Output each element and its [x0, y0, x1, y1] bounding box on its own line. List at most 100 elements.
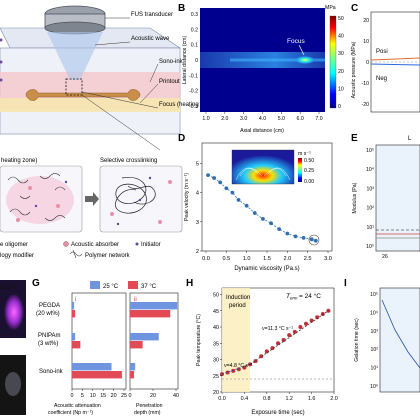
g-ii-xlabel: Penetration depth (mm)	[134, 403, 164, 416]
d-y-tick-label: 3	[196, 220, 199, 226]
b-colorbar-ticks: 50 40 30 20 10 0	[338, 16, 344, 110]
b-y-tick-label: -0.3	[189, 104, 198, 110]
d-data-point	[224, 186, 229, 191]
b-y-tick-label: 0.2	[191, 27, 198, 33]
i-ylabel: Gelation time (sec)	[354, 318, 360, 362]
panel-g: G 25 °C 37 °C i 0 5 10 15 20 25 PEGDA (20 wt%…	[32, 278, 179, 416]
g-ii-roman: ii	[134, 297, 137, 303]
bar-25c	[72, 333, 76, 341]
callout-lines	[81, 17, 161, 151]
panel-letter-g: G	[32, 278, 40, 289]
bar-25c	[130, 333, 159, 341]
panel-e: E L 10⁵ 10⁴ 10³ 10² 10¹ 10⁰ Modulus (Pa) 26	[351, 133, 420, 260]
d-y-tick-label: 4	[196, 191, 199, 197]
panel-a-schematic: FUS transducer Acoustic wave Sono-ink Pr…	[0, 5, 215, 259]
d-xlabel: Dynamic viscosity (Pa.s)	[234, 266, 299, 272]
h-y-tick-label: 40	[213, 325, 219, 331]
c-label-posi: Posi	[376, 49, 388, 55]
bar-x-tick-label: 5	[81, 393, 84, 399]
h-x-tick-label: 0.0	[218, 396, 226, 402]
label-sono-ink: Sono-ink	[159, 59, 184, 65]
d-fit-curve	[207, 174, 316, 242]
e-y-tick-label: 10⁴	[366, 167, 374, 173]
h-y-ticks: 20 25 30 35 40 45 50	[213, 293, 222, 396]
b-focus-label: Focus	[287, 38, 305, 45]
bar-x-tick-label: 10	[90, 393, 96, 399]
label-focus: Focus (heating zone)	[159, 102, 215, 108]
d-data-point	[313, 238, 318, 243]
c-positive-curve	[370, 57, 420, 61]
label-fus-transducer: FUS transducer	[131, 12, 173, 18]
polymer-network	[115, 176, 156, 214]
d-x-tick-label: 2.0	[283, 256, 291, 262]
b-colorbar-tick: 20	[338, 69, 344, 75]
h-y-tick-label: 45	[213, 309, 219, 315]
i-y-tick-label: 10¹	[371, 366, 379, 372]
e-y-tick-label: 10⁵	[366, 148, 374, 154]
h-y-tick-label: 30	[213, 358, 219, 364]
b-y-ticks: 0.3 0.2 0.1 0 -0.1 -0.2 -0.3	[189, 12, 198, 110]
d-data-point	[261, 216, 265, 221]
h-data-point	[270, 346, 275, 351]
h-data-point	[304, 321, 308, 326]
e-y-ticks: 10⁵ 10⁴ 10³ 10² 10¹ 10⁰	[366, 148, 374, 250]
bar-25c	[130, 363, 136, 371]
c-y-tick-label: -20	[362, 102, 370, 108]
c-y-tick-label: 10	[363, 39, 369, 45]
h-x-tick-label: 1.2	[285, 396, 293, 402]
d-y-ticks: 2 3 4 5	[196, 161, 202, 255]
d-inset-tick-0: 0.50	[304, 158, 314, 164]
h-slope-2: ν=11.3 °C s⁻¹	[262, 326, 293, 332]
panel-letter-c: C	[351, 3, 358, 14]
d-inset	[231, 149, 295, 185]
initiator-icon	[135, 242, 139, 246]
legend-network: Polymer network	[85, 253, 131, 259]
h-data-point	[287, 333, 292, 338]
polymer-network-icon	[69, 249, 83, 259]
c-y-tick-label: 0	[366, 60, 369, 66]
h-ylabel: Peak temperature (°C)	[196, 314, 202, 366]
h-fit-line-2	[249, 310, 329, 365]
e-x-tick: 26	[382, 254, 388, 260]
g-legend-swatch-25	[90, 281, 100, 289]
legend-initiator: Initiator	[141, 242, 161, 248]
g-i-roman: i	[75, 297, 76, 303]
i-y-tick-label: 10⁴	[370, 310, 378, 316]
d-y-tick-label: 2	[196, 249, 199, 255]
d-data-point	[206, 173, 210, 178]
b-y-tick-label: -0.1	[189, 73, 198, 79]
g-i-bars	[72, 302, 122, 379]
h-induction-label-1: Induction	[226, 295, 250, 301]
h-data-point	[281, 338, 286, 342]
b-focus-arrow	[298, 44, 305, 56]
i-y-ticks: 10⁵ 10⁴ 10³ 10² 10¹ 10⁰	[370, 292, 378, 390]
d-data-point	[269, 221, 273, 226]
h-data-point	[320, 312, 325, 316]
h-y-tick-label: 35	[213, 341, 219, 347]
i-plot-frame	[379, 287, 420, 393]
g-i-x-ticks: 0 5 10 15 20 25	[71, 389, 127, 399]
panel-letter-h: H	[186, 278, 193, 289]
bar-25c	[130, 302, 178, 310]
h-data-point	[298, 325, 303, 329]
g-i-xlabel-line1: Acoustic attenuation	[54, 403, 101, 409]
g-ii-xlabel-line1: Penetration	[136, 403, 163, 409]
e-y-tick-label: 10²	[367, 206, 375, 212]
g-i-category-1: PNIPAm (3 wt%)	[38, 333, 62, 347]
b-colorbar-unit: MPa	[325, 5, 336, 11]
g-ii-xlabel-line2: depth (mm)	[134, 410, 161, 416]
b-x-tick-label: 7.0	[315, 116, 322, 122]
panel-letter-e: E	[351, 133, 358, 144]
acoustic-absorber-icon	[63, 241, 69, 247]
b-y-tick-label: 0.1	[191, 43, 198, 49]
b-colorbar-tick: 30	[338, 51, 344, 57]
e-ylabel: Modulus (Pa)	[352, 182, 358, 213]
bar-x-tick-label: 25	[121, 393, 127, 399]
i-y-tick-label: 10⁵	[370, 292, 378, 298]
h-env-T: T	[286, 293, 291, 300]
h-y-tick-label: 25	[213, 374, 219, 380]
h-y-tick-label: 50	[213, 293, 219, 299]
d-data-point	[244, 203, 249, 208]
d-data-point	[277, 227, 282, 232]
b-y-tick-label: 0	[195, 58, 198, 64]
